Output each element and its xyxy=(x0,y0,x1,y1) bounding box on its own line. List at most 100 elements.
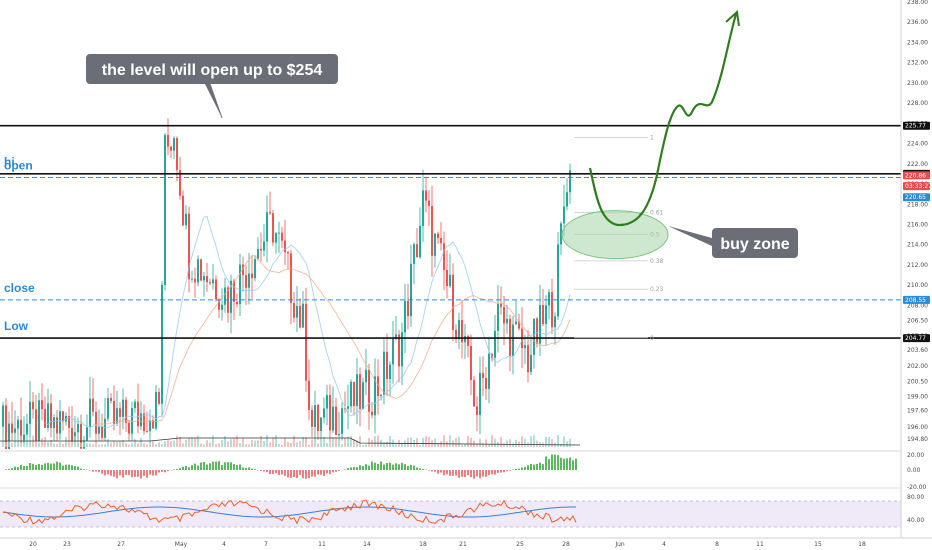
volume-bar xyxy=(470,437,472,447)
candle-body xyxy=(77,423,79,433)
callout-text: buy zone xyxy=(720,236,789,253)
candle-body xyxy=(332,406,334,431)
candle-body xyxy=(461,320,463,343)
histogram-bar xyxy=(260,470,262,471)
candle-body xyxy=(551,292,553,328)
candle-body xyxy=(263,241,265,251)
volume-bar xyxy=(140,438,142,447)
candle-body xyxy=(350,381,352,407)
volume-bar xyxy=(464,444,466,447)
candle-body xyxy=(212,279,214,284)
histogram-bar xyxy=(542,464,544,470)
candle-body xyxy=(230,280,232,313)
histogram-bar xyxy=(263,470,265,472)
histogram-bar xyxy=(284,470,286,476)
volume-bar xyxy=(437,443,439,447)
volume-bar xyxy=(506,440,508,447)
histogram-bar xyxy=(65,464,67,470)
volume-bar xyxy=(248,444,250,447)
candle-body xyxy=(440,237,442,244)
volume-bar xyxy=(254,440,256,447)
time-tick-label: 4 xyxy=(662,541,666,548)
candle-body xyxy=(206,276,208,283)
volume-bar xyxy=(224,436,226,447)
histogram-bar xyxy=(365,464,367,470)
histogram-bar xyxy=(437,470,439,474)
volume-bar xyxy=(188,437,190,447)
histogram-bar xyxy=(233,464,235,470)
histogram-bar xyxy=(458,470,460,478)
candle-body xyxy=(155,392,157,429)
level-label: close xyxy=(4,281,35,295)
volume-bar xyxy=(203,444,205,447)
histogram-bar xyxy=(455,470,457,476)
candle-body xyxy=(272,213,274,243)
histogram-bar xyxy=(266,470,268,473)
candle-body xyxy=(311,409,313,427)
volume-bar xyxy=(446,441,448,447)
volume-bar xyxy=(278,443,280,447)
candle-body xyxy=(284,240,286,253)
candle-body xyxy=(515,321,517,325)
histogram-bar xyxy=(398,464,400,470)
price-tag-label: 220.65 xyxy=(905,194,926,201)
volume-bar xyxy=(548,437,550,447)
histogram-bar xyxy=(254,469,256,470)
histogram-bar xyxy=(308,470,310,479)
volume-bar xyxy=(374,436,376,447)
histogram-bar xyxy=(158,470,160,473)
histogram-bar xyxy=(350,467,352,470)
moving-average-line xyxy=(44,215,571,429)
oscillator-tick-label: -20.00 xyxy=(907,484,927,491)
candle-body xyxy=(344,408,346,410)
histogram-bar xyxy=(50,463,52,470)
histogram-bar xyxy=(419,468,421,470)
candle-body xyxy=(176,138,178,171)
histogram-bar xyxy=(440,470,442,473)
candle-body xyxy=(431,205,433,256)
candle-body xyxy=(233,280,235,302)
price-axis: 194.80 196.00 197.60 199.00 200.50 202.00 203.… xyxy=(900,0,932,538)
volume-bar xyxy=(2,437,4,447)
histogram-bar xyxy=(452,470,454,476)
volume-bar xyxy=(350,435,352,447)
callout-box xyxy=(86,54,338,84)
volume-bar xyxy=(221,440,223,447)
time-tick-label: 11 xyxy=(756,541,764,548)
candle-body xyxy=(458,320,460,340)
candle-body xyxy=(188,213,190,280)
histogram-bar xyxy=(305,470,307,479)
volume-bar xyxy=(335,437,337,447)
histogram-bar xyxy=(566,458,568,470)
volume-bar xyxy=(29,439,31,447)
candle-body xyxy=(308,380,310,410)
histogram-bar xyxy=(203,461,205,470)
candle-body xyxy=(5,405,7,450)
histogram-bar xyxy=(410,464,412,470)
volume-bar xyxy=(332,437,334,447)
candle-body xyxy=(209,282,211,284)
histogram-bar xyxy=(482,470,484,477)
volume-bar xyxy=(311,439,313,447)
forecast-path xyxy=(588,13,738,227)
histogram-bar xyxy=(521,467,523,470)
histogram-bar xyxy=(533,464,535,470)
histogram-bar xyxy=(278,470,280,476)
histogram-bar xyxy=(200,462,202,470)
histogram-bar xyxy=(104,470,106,476)
candle-body xyxy=(86,427,88,441)
histogram-bar xyxy=(128,470,130,475)
histogram-bar xyxy=(416,467,418,470)
price-tick-label: 197.60 xyxy=(907,408,928,415)
candle-body xyxy=(197,259,199,283)
candle-body xyxy=(275,233,277,243)
candle-body xyxy=(569,170,571,193)
candle-body xyxy=(557,244,559,317)
histogram-bar xyxy=(413,465,415,470)
candle-body xyxy=(407,301,409,317)
histogram-bar xyxy=(77,466,79,470)
level-label: open xyxy=(4,158,33,172)
histogram-pane: 20.00 0.00 -20.00 xyxy=(5,452,927,491)
candle-body xyxy=(260,248,262,251)
